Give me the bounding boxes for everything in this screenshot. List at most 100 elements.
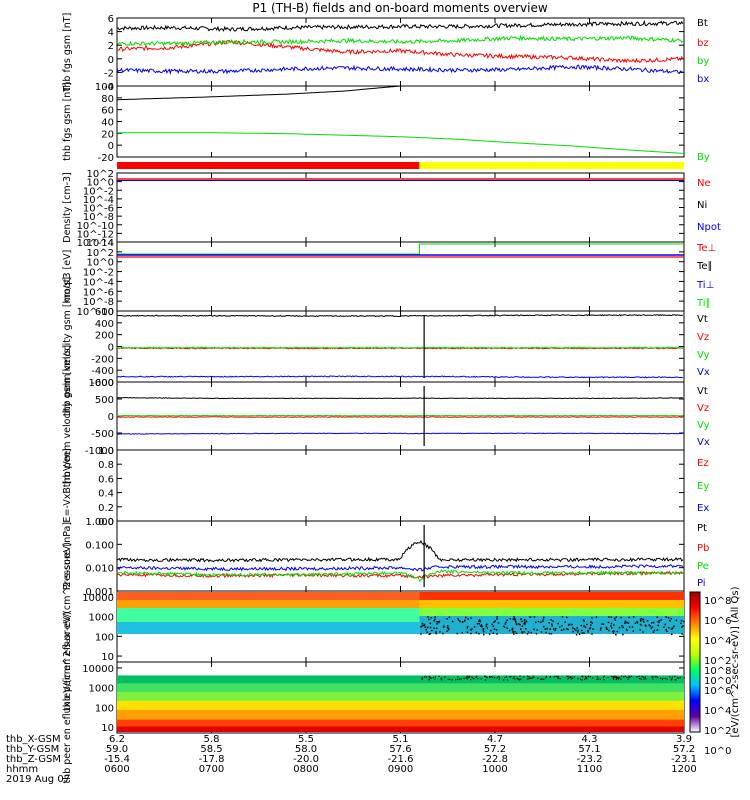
spectrum-noise-dot <box>471 677 474 679</box>
spectrum-noise-dot <box>446 626 449 629</box>
spectrum-noise-dot <box>518 623 520 625</box>
spectrum-noise-dot <box>435 632 438 635</box>
spectrum-noise-dot <box>624 620 627 623</box>
spectrum-noise-dot <box>613 630 615 632</box>
spectrum-noise-dot <box>451 620 454 623</box>
spectrum-noise-dot <box>585 677 587 680</box>
colorbar-tick: 10^4 <box>704 636 731 647</box>
spectrum-noise-dot <box>581 675 583 677</box>
spectrum-noise-dot <box>540 621 542 623</box>
spectrum-noise-dot <box>420 678 423 680</box>
y-tick-label: 600 <box>95 307 114 318</box>
spectrum-noise-dot <box>446 630 448 632</box>
spectrum-noise-dot <box>670 617 673 620</box>
spectrum-noise-dot <box>664 677 666 680</box>
spectrum-noise-dot <box>457 617 459 620</box>
spectrum-noise-dot <box>466 631 469 634</box>
y-tick-label: 10000 <box>82 593 114 604</box>
spectrum-noise-dot <box>510 676 512 678</box>
spectrum-noise-dot <box>439 630 441 633</box>
spectrum-noise-dot <box>666 630 668 633</box>
spectrum-noise-dot <box>514 678 516 680</box>
spectrum-noise-dot <box>621 624 623 627</box>
spectrum-noise-dot <box>512 630 514 633</box>
spectrum-noise-dot <box>521 620 523 623</box>
spectrum-noise-dot <box>610 622 613 625</box>
spectrum-noise-dot <box>590 624 592 626</box>
spectrum-noise-dot <box>428 633 430 636</box>
spectrum-noise-dot <box>494 620 497 622</box>
spectrum-noise-dot <box>581 679 583 681</box>
spectrum-noise-dot <box>561 625 563 627</box>
y-tick-label: 2 <box>108 41 114 52</box>
spectrum-noise-dot <box>421 677 423 679</box>
spectrum-noise-dot <box>468 676 470 679</box>
series-Bt-line <box>117 85 683 101</box>
legend-Te∥: Te∥ <box>696 261 713 272</box>
spectrum-noise-dot <box>513 676 515 678</box>
y-tick-label: 10^-6 <box>83 287 114 298</box>
spectrum-noise-dot <box>511 629 514 631</box>
spectrum-noise-dot <box>514 618 516 621</box>
spectrum-noise-dot <box>640 617 642 620</box>
spectrum-noise-dot <box>443 625 445 627</box>
spectrum-noise-dot <box>602 623 605 625</box>
spectrum-noise-dot <box>427 616 429 618</box>
colorbar-tick: 10^2 <box>704 726 731 737</box>
spectrum-noise-dot <box>467 675 469 677</box>
spectrum-noise-dot <box>463 677 465 679</box>
spectrum-noise-dot <box>479 620 482 623</box>
y-tick-label: 10 <box>101 652 114 663</box>
spectrum-noise-dot <box>639 620 642 622</box>
panel-frame <box>116 241 685 312</box>
spectrum-noise-dot <box>425 628 427 631</box>
spectrum-noise-dot <box>577 678 579 680</box>
spectrum-noise-dot <box>483 630 485 633</box>
spectrum-noise-dot <box>630 675 633 677</box>
spectrum-noise-dot <box>557 675 559 677</box>
legend-by: by <box>697 56 709 67</box>
spectrum-noise-dot <box>583 625 585 627</box>
spectrum-noise-dot <box>652 678 654 680</box>
spectrum-noise-dot <box>613 678 615 681</box>
legend-Ey: Ey <box>697 481 709 492</box>
spectrum-noise-dot <box>424 626 427 628</box>
spectrum-noise-dot <box>436 620 438 623</box>
legend-Pe: Pe <box>697 561 709 572</box>
spectrum-noise-dot <box>557 677 559 679</box>
legend-By: By <box>697 152 710 163</box>
spectrum-noise-dot <box>486 677 488 679</box>
spectrum-noise-dot <box>429 622 432 625</box>
colorbar-tick: 10^8 <box>704 596 731 607</box>
panel-frame <box>116 310 685 383</box>
spectrum-noise-dot <box>571 677 574 679</box>
spectrum-noise-dot <box>514 620 517 622</box>
spectrum-noise-dot <box>486 627 489 629</box>
spectrum-noise-dot <box>580 624 583 627</box>
spectrum-noise-dot <box>524 621 526 624</box>
spectrum-noise-dot <box>614 675 616 677</box>
spectrum-noise-dot <box>631 626 634 628</box>
spectrum-noise-dot <box>420 633 422 635</box>
y-axis-label: thb peer en eflux eV/(cm^2-s-sr-eV) <box>62 611 73 783</box>
legend-Ez: Ez <box>697 458 709 469</box>
series-Vy-line <box>117 414 684 417</box>
spectrum-noise-dot <box>680 622 682 625</box>
spectrum-noise-dot <box>545 675 548 678</box>
spectrum-noise-dot <box>479 625 482 627</box>
spectrum-noise-dot <box>523 676 525 678</box>
y-tick-label: 0.010 <box>85 564 114 575</box>
x-axis-value: 57.2 <box>673 744 695 755</box>
spectrum-noise-dot <box>557 677 559 680</box>
legend-Ex: Ex <box>697 503 709 514</box>
spectrum-noise-dot <box>533 628 535 631</box>
spectrum-noise-dot <box>520 678 522 680</box>
spectrum-band <box>117 709 684 720</box>
spectrum-noise-dot <box>504 623 507 625</box>
spectrum-noise-dot <box>527 675 529 677</box>
spectrum-noise-dot <box>484 675 486 678</box>
y-axis-label: Density [cm-3] <box>62 172 73 243</box>
panel-frame <box>116 172 685 243</box>
spectrum-noise-dot <box>665 616 667 618</box>
spectrum-noise-dot <box>628 626 631 628</box>
